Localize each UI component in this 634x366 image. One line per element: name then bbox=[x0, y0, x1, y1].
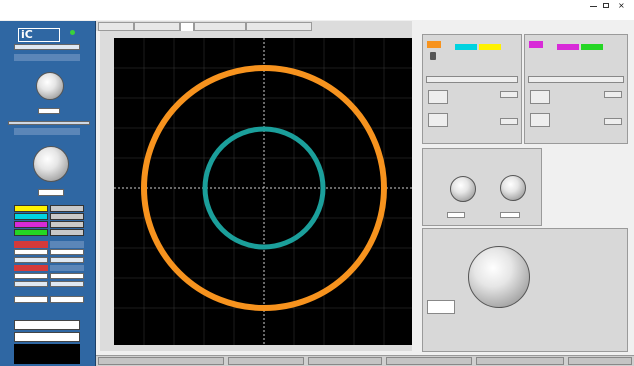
status-cell-5 bbox=[476, 357, 564, 365]
channel-b-field-2[interactable] bbox=[604, 118, 622, 125]
lower-field-left[interactable] bbox=[14, 296, 48, 303]
status-led-icon bbox=[70, 30, 75, 35]
ch1-field-a[interactable] bbox=[14, 249, 48, 255]
channel-a-field-2[interactable] bbox=[500, 118, 518, 125]
action-button-2[interactable] bbox=[14, 332, 80, 342]
channel-b-button-1[interactable] bbox=[530, 90, 550, 104]
title-bar: × bbox=[0, 0, 634, 11]
ch3-field-a[interactable] bbox=[14, 273, 48, 279]
sidebar-panel-1-header bbox=[14, 54, 80, 61]
tab-4[interactable] bbox=[194, 22, 246, 31]
speaker-icon[interactable] bbox=[430, 52, 436, 60]
status-cell-4 bbox=[386, 357, 472, 365]
channel-4-option[interactable] bbox=[50, 229, 84, 236]
channel-3-option[interactable] bbox=[50, 221, 84, 228]
offset-left-field[interactable] bbox=[447, 212, 465, 218]
channel-a-source-cyan[interactable] bbox=[455, 44, 477, 50]
status-cell-1 bbox=[98, 357, 224, 365]
level-knob[interactable] bbox=[36, 72, 64, 100]
tab-strip bbox=[96, 21, 412, 31]
close-icon[interactable]: × bbox=[618, 1, 625, 10]
ch4-field-a[interactable] bbox=[50, 273, 84, 279]
channel-a-source-yellow[interactable] bbox=[479, 44, 501, 50]
channel-2-button[interactable] bbox=[14, 213, 48, 220]
inner-trace bbox=[202, 126, 326, 250]
channel-a-panel bbox=[422, 34, 522, 144]
gain-value-field[interactable] bbox=[38, 189, 64, 196]
sidebar-panel-2-header bbox=[14, 128, 80, 135]
channel-b-field-1[interactable] bbox=[604, 91, 622, 98]
channel-b-subhead bbox=[528, 76, 624, 83]
ch4-header bbox=[50, 265, 84, 271]
xy-plot-svg bbox=[114, 38, 412, 345]
maximize-icon[interactable] bbox=[603, 3, 609, 8]
ch1-field-b[interactable] bbox=[14, 257, 48, 263]
channel-b-button-2[interactable] bbox=[530, 113, 550, 127]
tab-1[interactable] bbox=[98, 22, 134, 31]
channel-b-source-green[interactable] bbox=[581, 44, 603, 50]
channel-b-source-magenta[interactable] bbox=[557, 44, 579, 50]
tab-2[interactable] bbox=[134, 22, 180, 31]
timebase-button[interactable] bbox=[427, 300, 455, 314]
tab-3[interactable] bbox=[180, 22, 194, 31]
status-cell-2 bbox=[228, 357, 304, 365]
channel-b-color-tag bbox=[529, 41, 543, 48]
minimize-icon[interactable] bbox=[590, 6, 597, 7]
timebase-knob[interactable] bbox=[468, 246, 530, 308]
channel-b-panel bbox=[524, 34, 628, 144]
ch1-red-header bbox=[14, 241, 48, 248]
channel-4-button[interactable] bbox=[14, 229, 48, 236]
status-cell-6 bbox=[568, 357, 632, 365]
xy-plot-area[interactable] bbox=[114, 38, 412, 345]
status-bar bbox=[96, 355, 634, 366]
ch2-field-b[interactable] bbox=[50, 257, 84, 263]
position-slider[interactable] bbox=[8, 121, 90, 125]
ch2-header bbox=[50, 241, 84, 248]
tab-5[interactable] bbox=[246, 22, 312, 31]
channel-3-button[interactable] bbox=[14, 221, 48, 228]
offset-knob-right[interactable] bbox=[500, 175, 526, 201]
ch4-field-b[interactable] bbox=[50, 281, 84, 287]
status-cell-3 bbox=[308, 357, 382, 365]
app-logo-text: iC bbox=[21, 28, 33, 41]
outer-trace bbox=[141, 65, 387, 311]
channel-a-subhead bbox=[426, 76, 518, 83]
gain-knob[interactable] bbox=[33, 146, 69, 182]
channel-1-button[interactable] bbox=[14, 205, 48, 212]
channel-2-option[interactable] bbox=[50, 213, 84, 220]
device-select[interactable] bbox=[14, 44, 80, 50]
quit-button[interactable] bbox=[14, 344, 80, 364]
app-logo: iC bbox=[18, 28, 60, 42]
channel-a-color-tag bbox=[427, 41, 441, 48]
channel-a-button-1[interactable] bbox=[428, 90, 448, 104]
ch3-field-b[interactable] bbox=[14, 281, 48, 287]
channel-a-field-1[interactable] bbox=[500, 91, 518, 98]
ch3-red-header bbox=[14, 265, 48, 271]
channel-1-option[interactable] bbox=[50, 205, 84, 212]
action-button-1[interactable] bbox=[14, 320, 80, 330]
offset-right-field[interactable] bbox=[500, 212, 520, 218]
lower-field-right[interactable] bbox=[50, 296, 84, 303]
ch2-field-a[interactable] bbox=[50, 249, 84, 255]
menu-bar bbox=[0, 11, 634, 20]
channel-a-button-2[interactable] bbox=[428, 113, 448, 127]
level-value-field[interactable] bbox=[38, 108, 60, 114]
offset-knob-left[interactable] bbox=[450, 176, 476, 202]
